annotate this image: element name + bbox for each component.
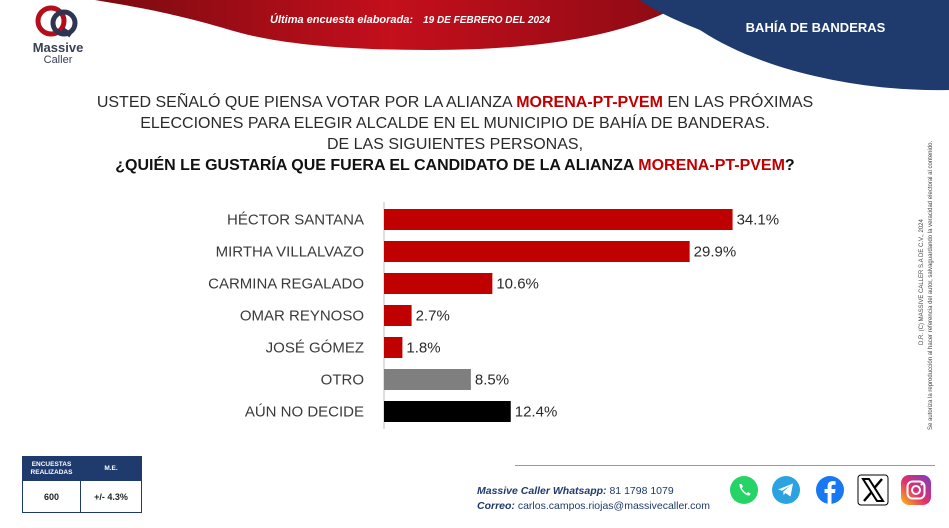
brand-name: Massive <box>18 40 98 55</box>
location-title: BAHÍA DE BANDERAS <box>728 20 903 35</box>
question-line-1: USTED SEÑALÓ QUE PIENSA VOTAR POR LA ALI… <box>20 92 890 113</box>
whatsapp-icon[interactable] <box>728 474 760 506</box>
question-line-3: DE LAS SIGUIENTES PERSONAS, <box>20 134 890 155</box>
whatsapp-number[interactable]: 81 1798 1079 <box>609 485 673 497</box>
bar-chart: HÉCTOR SANTANA 34.1% MIRTHA VILLALVAZO 29.9… <box>180 200 800 430</box>
category-label: MIRTHA VILLALVAZO <box>216 244 364 261</box>
footer-divider <box>515 465 935 466</box>
brand-logo: Massive Caller <box>18 4 98 68</box>
category-label: AÚN NO DECIDE <box>245 404 364 421</box>
brand-subname: Caller <box>18 54 98 66</box>
copyright-notice: D.R. (C) MASSIVE CALLER S.A DE C.V., 202… <box>912 100 942 430</box>
category-label: JOSÉ GÓMEZ <box>266 340 364 357</box>
survey-info-row: 600 +/- 4.3% <box>23 481 141 512</box>
alliance-name: MORENA-PT-PVEM <box>516 94 663 111</box>
data-label: 34.1% <box>737 212 780 229</box>
survey-date-label: Última encuesta elaborada: <box>270 14 413 26</box>
x-icon[interactable] <box>857 474 889 506</box>
data-label: 10.6% <box>496 276 539 293</box>
survey-question: USTED SEÑALÓ QUE PIENSA VOTAR POR LA ALI… <box>20 92 890 176</box>
bar <box>384 369 471 390</box>
bar <box>384 241 690 262</box>
bar <box>384 305 412 326</box>
whatsapp-contact: Massive Caller Whatsapp: 81 1798 1079 <box>477 484 710 499</box>
question-line-2: ELECCIONES PARA ELEGIR ALCALDE EN EL MUN… <box>20 113 890 134</box>
bar <box>384 209 733 230</box>
data-label: 2.7% <box>416 308 450 325</box>
question-line-4: ¿QUIÉN LE GUSTARÍA QUE FUERA EL CANDIDAT… <box>20 155 890 176</box>
logo-mark-icon <box>18 4 98 40</box>
category-label: OTRO <box>321 372 364 389</box>
bar <box>384 273 492 294</box>
category-label: OMAR REYNOSO <box>240 308 364 325</box>
telegram-icon[interactable] <box>770 474 802 506</box>
margin-error-header: M.E. <box>81 457 141 481</box>
copyright-line-1: D.R. (C) MASSIVE CALLER S.A DE C.V., 202… <box>919 219 925 345</box>
header-navy-shape <box>640 0 949 95</box>
data-label: 1.8% <box>406 340 440 357</box>
surveys-value: 600 <box>23 481 81 512</box>
margin-error-value: +/- 4.3% <box>81 481 141 512</box>
bar <box>384 401 511 422</box>
bar <box>384 337 402 358</box>
email-contact: Correo: carlos.campos.riojas@massivecall… <box>477 499 710 514</box>
data-label: 29.9% <box>694 244 737 261</box>
survey-date-value: 19 DE FEBRERO DEL 2024 <box>423 15 550 26</box>
contact-info: Massive Caller Whatsapp: 81 1798 1079 Co… <box>477 484 710 514</box>
facebook-icon[interactable] <box>814 474 846 506</box>
alliance-name: MORENA-PT-PVEM <box>638 157 785 174</box>
survey-info-header: ENCUESTAS REALIZADAS M.E. <box>23 457 141 481</box>
data-label: 8.5% <box>475 372 509 389</box>
survey-date: Última encuesta elaborada: 19 DE FEBRERO … <box>270 14 550 26</box>
category-label: HÉCTOR SANTANA <box>227 212 364 229</box>
survey-info-table: ENCUESTAS REALIZADAS M.E. 600 +/- 4.3% <box>22 456 142 513</box>
email-link[interactable]: carlos.campos.riojas@massivecaller.com <box>518 500 710 512</box>
copyright-line-2: Se autoriza la reproducción al hacer ref… <box>928 140 934 430</box>
category-label: CARMINA REGALADO <box>208 276 364 293</box>
instagram-icon[interactable] <box>900 474 932 506</box>
data-label: 12.4% <box>515 404 558 421</box>
surveys-header: ENCUESTAS REALIZADAS <box>23 457 81 481</box>
